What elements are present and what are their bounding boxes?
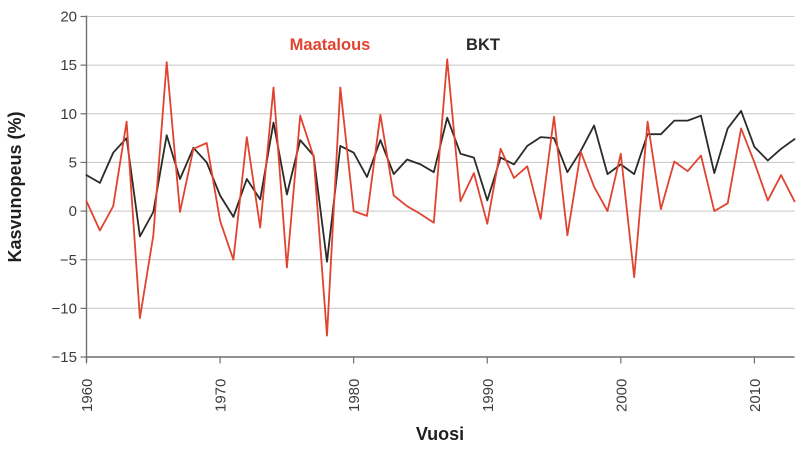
x-tick-label: 1960: [79, 379, 96, 412]
y-tick-label: −5: [60, 252, 77, 269]
y-tick-label: 5: [69, 155, 77, 172]
x-tick-label: 2010: [747, 379, 764, 412]
legend-label-bkt: BKT: [466, 36, 500, 54]
legend-label-maatalous: Maatalous: [290, 36, 371, 54]
gridlines: [86, 15, 795, 309]
y-tick-label: 10: [60, 106, 77, 123]
y-tick-label: 20: [60, 9, 77, 26]
x-axis-title: Vuosi: [416, 424, 464, 444]
y-tick-label: 0: [69, 203, 77, 220]
data-series: [85, 58, 796, 337]
axes: [80, 15, 795, 364]
x-tick-label: 1980: [346, 379, 363, 412]
x-tick-label: 2000: [613, 379, 630, 412]
x-tick-label: 1990: [480, 379, 497, 412]
y-tick-label: 15: [60, 57, 77, 74]
y-axis-title: Kasvunopeus (%): [5, 111, 25, 262]
y-tick-label: −15: [52, 349, 77, 366]
series-line-maatalous: [85, 58, 796, 337]
y-tick-label: −10: [52, 300, 77, 317]
x-tick-label: 1970: [213, 379, 230, 412]
